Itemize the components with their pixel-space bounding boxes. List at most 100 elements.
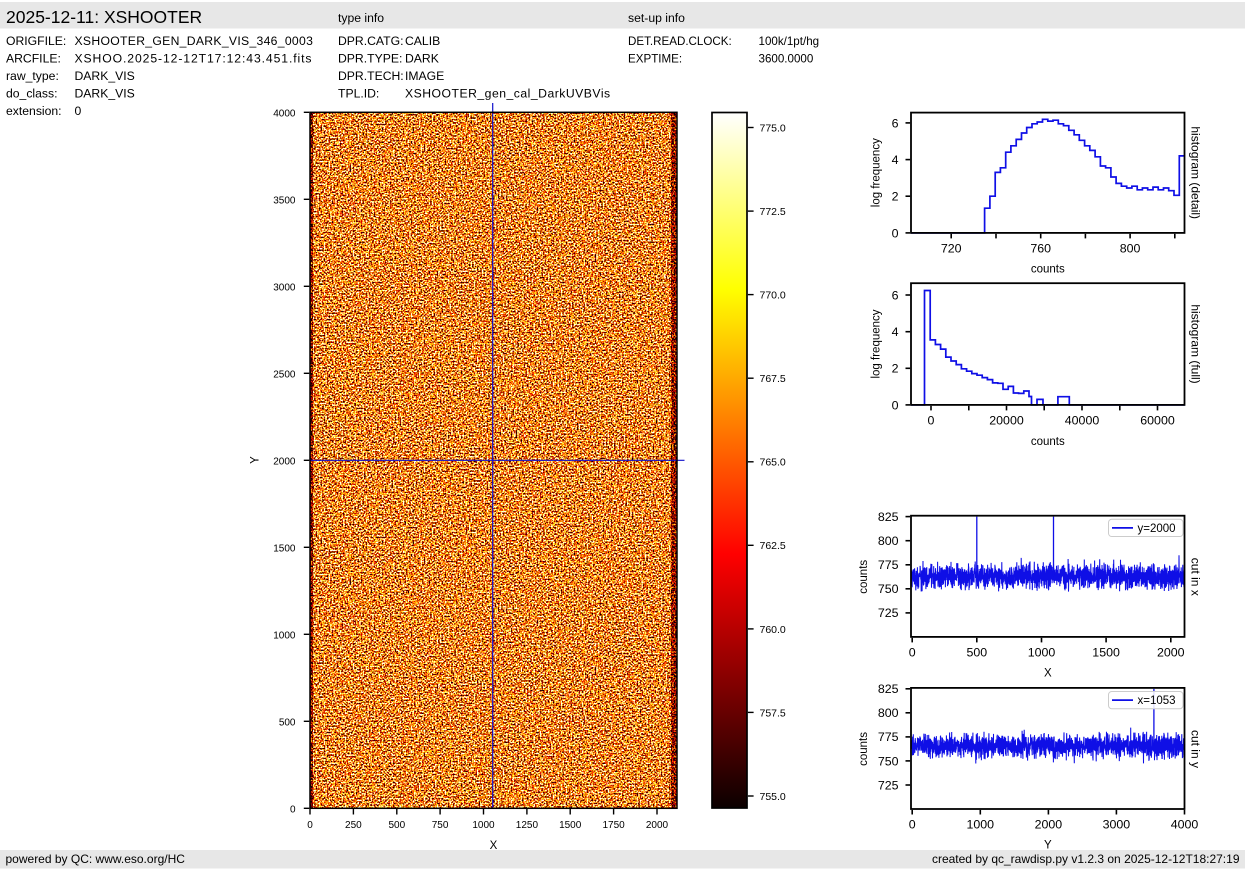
svg-text:1500: 1500 [1092, 645, 1120, 659]
svg-text:Y: Y [1044, 840, 1052, 852]
svg-text:2025-12-11: XSHOOTER: 2025-12-11: XSHOOTER [6, 7, 202, 27]
svg-text:Y: Y [250, 456, 262, 464]
svg-text:2000: 2000 [646, 820, 669, 831]
svg-text:0: 0 [909, 818, 916, 832]
svg-text:counts: counts [1031, 264, 1065, 276]
svg-text:1750: 1750 [602, 820, 625, 831]
svg-text:log frequency: log frequency [871, 138, 883, 207]
svg-text:2: 2 [892, 362, 899, 376]
svg-text:X: X [490, 840, 498, 852]
svg-text:0: 0 [307, 820, 313, 831]
svg-text:counts: counts [858, 560, 870, 594]
svg-text:60000: 60000 [1140, 414, 1175, 428]
svg-text:40000: 40000 [1065, 414, 1100, 428]
svg-text:DET.READ.CLOCK:: DET.READ.CLOCK: [628, 35, 732, 48]
svg-text:1250: 1250 [516, 820, 539, 831]
svg-text:750: 750 [878, 754, 899, 768]
svg-text:0: 0 [892, 226, 899, 240]
svg-text:800: 800 [1120, 241, 1141, 255]
svg-text:770.0: 770.0 [760, 290, 786, 302]
svg-text:1500: 1500 [559, 820, 582, 831]
svg-text:DPR.TECH:: DPR.TECH: [338, 69, 404, 83]
svg-text:6: 6 [892, 116, 899, 130]
svg-text:100k/1pt/hg: 100k/1pt/hg [759, 35, 820, 48]
svg-text:765.0: 765.0 [760, 457, 786, 469]
svg-text:500: 500 [279, 717, 296, 728]
svg-text:raw_type:: raw_type: [6, 69, 59, 83]
svg-text:log frequency: log frequency [871, 309, 883, 378]
svg-text:0: 0 [75, 104, 82, 118]
svg-text:0: 0 [909, 645, 916, 659]
svg-text:772.5: 772.5 [760, 206, 786, 218]
svg-text:1000: 1000 [273, 630, 296, 641]
svg-text:775: 775 [878, 558, 899, 572]
svg-text:720: 720 [941, 241, 962, 255]
svg-text:1500: 1500 [273, 543, 296, 554]
svg-text:775.0: 775.0 [760, 122, 786, 134]
svg-text:2000: 2000 [1035, 818, 1063, 832]
svg-text:1000: 1000 [967, 818, 995, 832]
svg-text:20000: 20000 [989, 414, 1024, 428]
svg-text:TPL.ID:: TPL.ID: [338, 87, 379, 101]
svg-text:775: 775 [878, 730, 899, 744]
svg-text:created by qc_rawdisp.py v1.2.: created by qc_rawdisp.py v1.2.3 on 2025-… [932, 852, 1240, 866]
svg-text:4: 4 [892, 325, 899, 339]
svg-text:767.5: 767.5 [760, 373, 786, 385]
svg-text:755.0: 755.0 [760, 791, 786, 803]
svg-text:XSHOO.2025-12-12T17:12:43.451.: XSHOO.2025-12-12T17:12:43.451.fits [75, 52, 313, 66]
svg-text:ARCFILE:: ARCFILE: [6, 52, 61, 66]
svg-text:1000: 1000 [1028, 645, 1056, 659]
svg-text:0: 0 [290, 804, 296, 815]
svg-text:4000: 4000 [273, 108, 296, 119]
svg-text:757.5: 757.5 [760, 707, 786, 719]
svg-text:500: 500 [388, 820, 405, 831]
svg-text:XSHOOTER_GEN_DARK_VIS_346_0003: XSHOOTER_GEN_DARK_VIS_346_0003 [75, 34, 314, 48]
svg-text:750: 750 [878, 582, 899, 596]
svg-text:XSHOOTER_gen_cal_DarkUVBVis: XSHOOTER_gen_cal_DarkUVBVis [405, 87, 611, 101]
svg-text:DPR.CATG:: DPR.CATG: [338, 34, 403, 48]
svg-text:0: 0 [892, 398, 899, 412]
svg-text:800: 800 [878, 534, 899, 548]
svg-text:ORIGFILE:: ORIGFILE: [6, 34, 66, 48]
svg-text:4: 4 [892, 153, 899, 167]
svg-text:6: 6 [892, 288, 899, 302]
svg-text:DARK_VIS: DARK_VIS [75, 69, 135, 83]
svg-text:0: 0 [928, 414, 935, 428]
svg-text:2: 2 [892, 190, 899, 204]
svg-text:500: 500 [966, 645, 987, 659]
svg-text:725: 725 [878, 606, 899, 620]
svg-text:3000: 3000 [273, 282, 296, 293]
svg-text:extension:: extension: [6, 104, 62, 118]
svg-text:2000: 2000 [273, 456, 296, 467]
svg-text:counts: counts [858, 732, 870, 766]
svg-text:3600.0000: 3600.0000 [759, 53, 814, 66]
svg-text:x=1053: x=1053 [1138, 695, 1176, 707]
svg-text:3000: 3000 [1103, 818, 1131, 832]
svg-text:DARK_VIS: DARK_VIS [75, 87, 135, 101]
svg-text:3500: 3500 [273, 195, 296, 206]
svg-text:DARK: DARK [405, 52, 439, 66]
svg-text:762.5: 762.5 [760, 540, 786, 552]
svg-text:250: 250 [345, 820, 362, 831]
svg-text:825: 825 [878, 682, 899, 696]
svg-text:counts: counts [1031, 436, 1065, 448]
svg-text:EXPTIME:: EXPTIME: [628, 53, 682, 66]
svg-text:type info: type info [338, 11, 384, 25]
svg-text:cut in y: cut in y [1189, 730, 1203, 768]
svg-text:cut in x: cut in x [1189, 558, 1203, 596]
svg-text:DPR.TYPE:: DPR.TYPE: [338, 52, 402, 66]
svg-text:750: 750 [432, 820, 449, 831]
svg-text:set-up info: set-up info [628, 11, 685, 25]
svg-text:CALIB: CALIB [405, 34, 440, 48]
svg-text:1000: 1000 [472, 820, 495, 831]
svg-text:IMAGE: IMAGE [405, 69, 444, 83]
svg-text:2000: 2000 [1157, 645, 1185, 659]
svg-text:do_class:: do_class: [6, 87, 58, 101]
svg-text:2500: 2500 [273, 369, 296, 380]
svg-text:800: 800 [878, 706, 899, 720]
svg-text:760.0: 760.0 [760, 624, 786, 636]
svg-text:X: X [1044, 668, 1052, 680]
svg-text:histogram (detail): histogram (detail) [1189, 126, 1203, 219]
svg-text:825: 825 [878, 510, 899, 524]
svg-text:histogram (full): histogram (full) [1189, 304, 1203, 383]
